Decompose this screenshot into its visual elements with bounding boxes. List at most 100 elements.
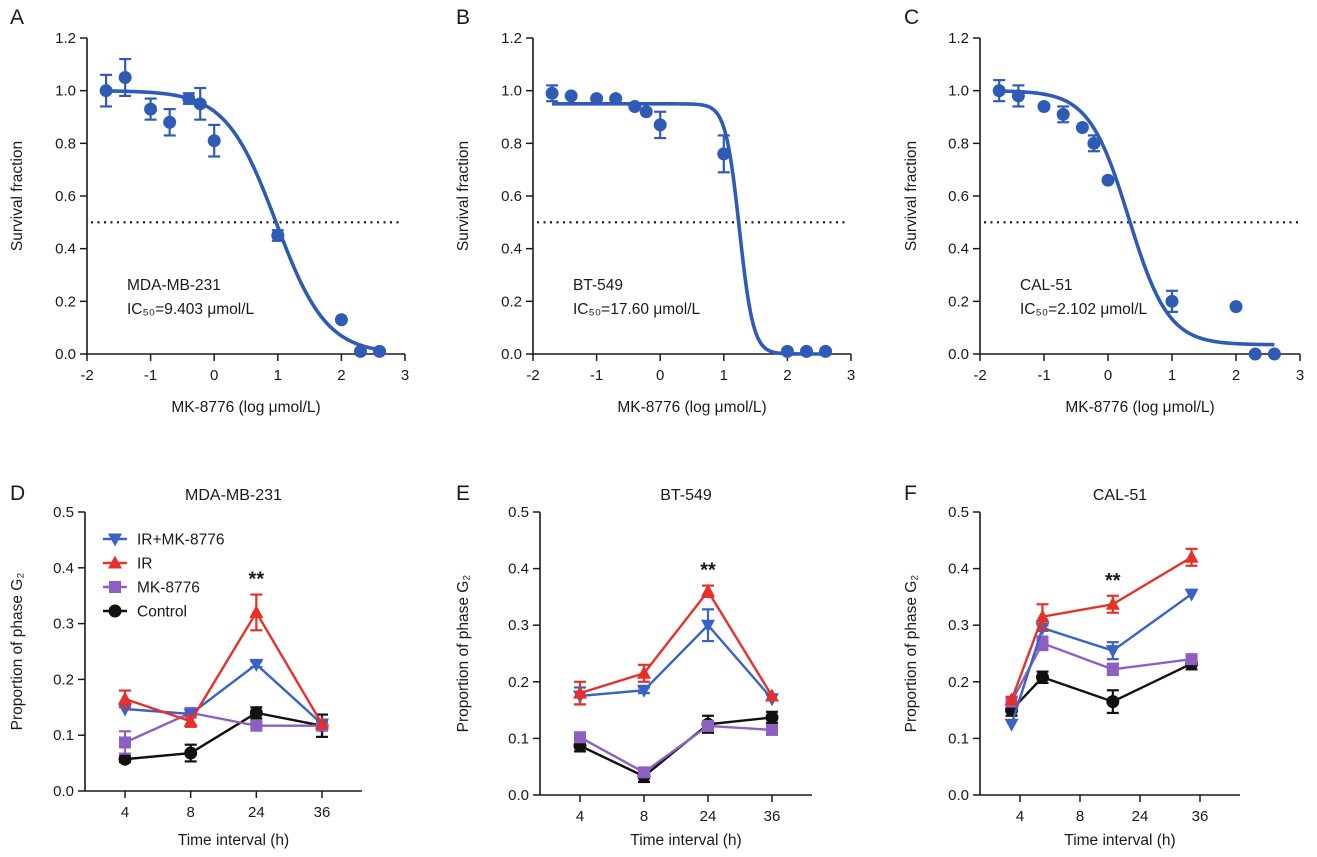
y-tick-label: 1.2 [501,30,522,47]
y-tick-label: 0.3 [508,617,529,634]
series-marker [637,684,651,698]
series-line [124,610,324,725]
y-tick-label: 0.5 [53,504,74,521]
data-point [717,147,731,161]
data-point [1037,99,1051,113]
series-marker [1035,609,1050,623]
series-marker [1184,588,1199,602]
y-axis-title: Survival fraction [903,141,920,251]
x-tick-label: 36 [764,808,781,825]
y-tick-label: 1.0 [55,83,76,100]
x-tick-label: 4 [576,808,584,825]
data-point [1011,89,1025,103]
y-tick-label: 0.4 [501,241,522,258]
x-tick-label: 3 [1296,367,1304,384]
panel-letter: D [10,482,25,505]
data-point [193,97,207,111]
x-axis-title: MK-8776 (log μmol/L) [617,399,766,416]
y-tick-label: 0.8 [501,135,522,152]
x-tick-label: 1 [274,367,282,384]
series-line [579,623,773,700]
y-tick-label: 0.4 [948,241,969,258]
x-tick-label: 0 [1104,367,1112,384]
series-line [124,711,322,744]
y-tick-label: 0.4 [53,560,74,577]
x-tick-label: -2 [973,367,986,384]
data-point [590,92,604,106]
panel-letter: F [904,482,917,505]
x-tick-label: -2 [526,367,539,384]
data-point [334,313,348,327]
x-tick-label: -1 [590,367,603,384]
ic50-label: IC₅₀=2.102 μmol/L [1020,301,1148,318]
x-tick-label: 8 [640,808,648,825]
legend: IR+MK-8776 IR MK-8776 Control [103,532,224,621]
x-axis-title: Time interval (h) [1064,832,1175,849]
data-point [271,229,285,242]
y-tick-label: 0.0 [508,787,529,804]
series-marker [1004,718,1019,732]
legend-marker [108,533,122,547]
x-tick-label: 3 [401,367,409,384]
x-tick-label: 24 [700,808,717,825]
y-tick-label: 0.6 [948,188,969,205]
panel-C: C 0.0 0.2 0.4 0.6 0.8 1.0 1.2 -2 -1 0 1 2 3 MK-8776 (l… [903,6,1304,416]
panel-letter: E [456,482,470,505]
y-tick-label: 0.2 [501,293,522,310]
legend-label: IR [137,556,153,573]
y-tick-label: 0.2 [55,293,76,310]
data-point [163,115,177,129]
legend-marker [109,581,121,593]
y-tick-label: 1.0 [501,83,522,100]
y-tick-label: 0.1 [948,730,969,747]
x-axis-title: MK-8776 (log μmol/L) [171,399,320,416]
dose-response-curve [106,89,380,352]
data-point [639,105,653,119]
series-marker [701,619,715,633]
panel-A: A 0.0 0.2 0.4 0.6 0.8 1.0 1.2 -2 -1 0 1 2 3 MK-8776 (l… [9,6,409,416]
series-marker [765,688,779,702]
series-marker [1105,645,1120,659]
series-IR [118,593,329,730]
cell-line-label: BT-549 [573,277,623,294]
series-marker [315,716,329,730]
data-point [799,344,813,358]
series-MK-8776 [119,706,328,755]
data-point [653,118,667,132]
panel-letter: A [10,6,24,29]
ic50-label: IC₅₀=17.60 μmol/L [573,301,701,318]
ic50-label: IC₅₀=9.403 μmol/L [127,301,255,318]
x-tick-label: 4 [121,804,129,821]
series-marker [183,713,198,727]
series-Control [573,710,779,784]
series-line [579,589,774,697]
y-tick-label: 0.6 [55,188,76,205]
legend-label: MK-8776 [137,580,200,597]
y-tick-label: 0.4 [55,241,76,258]
data-point [564,89,578,103]
data-point [992,84,1006,98]
legend-marker [108,555,122,569]
y-axis-title: Survival fraction [455,141,472,251]
data-point [353,344,367,358]
y-tick-label: 0.0 [53,783,74,800]
panel-E: E 0.0 0.1 0.2 0.3 0.4 0.5 4 8 24 36 BT-549 Time inte… [455,482,812,849]
y-tick-label: 0.0 [948,787,969,804]
series-marker [118,691,132,705]
series-marker [702,719,714,732]
x-tick-label: 8 [1076,808,1084,825]
data-point [1267,347,1281,361]
data-point [545,86,559,100]
y-tick-label: 0.8 [948,135,969,152]
y-tick-label: 0.8 [55,135,76,152]
y-axis-title: Proportion of phase G₂ [455,575,472,733]
y-axis-title: Proportion of phase G₂ [903,575,920,733]
y-tick-label: 1.0 [948,83,969,100]
y-tick-label: 0.6 [501,188,522,205]
series-marker [701,583,715,597]
panel-title: MDA-MB-231 [185,487,282,504]
y-axis-title: Proportion of phase G₂ [9,573,26,731]
x-tick-label: 4 [1016,808,1024,825]
data-point [1101,173,1115,187]
x-tick-label: 24 [1132,808,1149,825]
